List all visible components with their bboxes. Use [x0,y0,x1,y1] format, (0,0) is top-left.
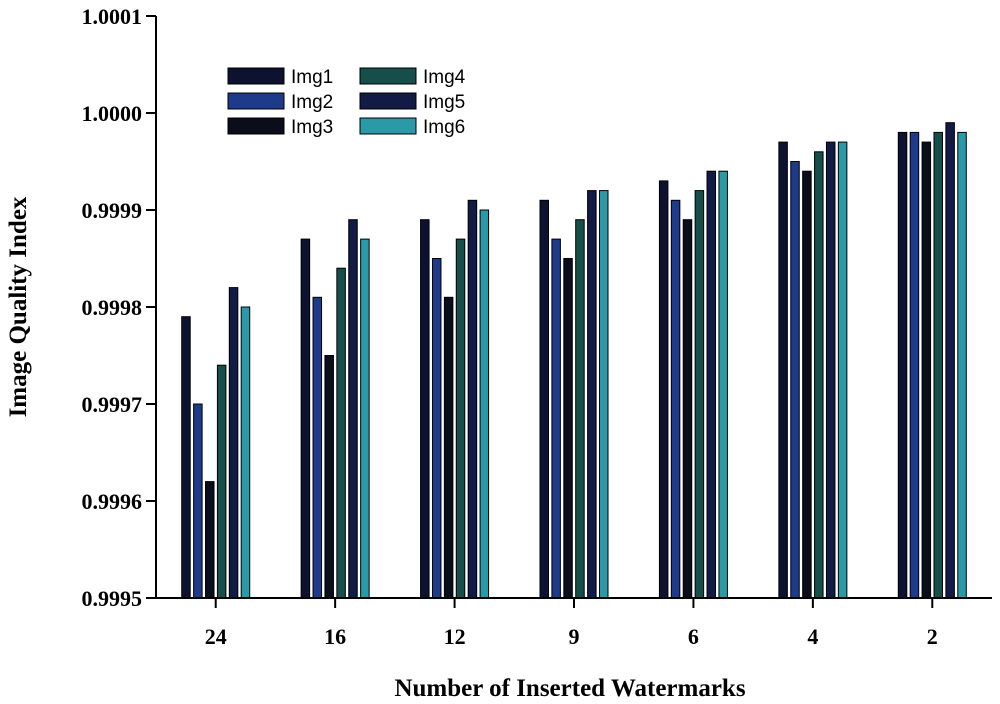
legend-label-img4: Img4 [423,67,466,88]
bar-img3-9 [563,258,573,599]
bar-img3-2 [921,141,932,599]
bar-img2-9 [551,238,561,599]
bar-img4-2 [933,131,943,599]
legend-label-img2: Img2 [291,92,333,113]
bar-img1-4 [778,141,788,599]
legend-swatch-img4 [359,67,417,85]
legend: Img1 Img2 Img3 Img4 Img5 Img6 [227,67,466,138]
bar-img3-4 [802,170,812,599]
legend-swatch-img1 [227,67,285,85]
y-tick-label: 0.9998 [82,295,143,320]
bar-img2-24 [193,403,203,599]
bar-img3-6 [682,219,693,599]
legend-label-img6: Img6 [423,117,465,138]
x-tick-label: 9 [569,624,580,649]
y-tick-label: 0.9997 [82,392,143,417]
bar-img1-24 [181,316,191,599]
y-axis-title: Image Quality Index [5,196,32,417]
legend-swatch-img5 [359,92,417,110]
x-tick-label: 16 [324,624,346,649]
bars-layer [181,122,967,599]
bar-img6-24 [240,306,251,599]
y-tick-label: 0.9995 [82,586,143,611]
legend-label-img1: Img1 [291,67,333,88]
bar-img6-6 [718,170,728,599]
legend-swatch-img6 [359,117,417,135]
y-tick-label: 1.0001 [82,4,143,29]
bar-img5-4 [825,141,836,599]
x-tick-label: 6 [688,624,699,649]
bar-img5-6 [706,170,717,599]
bar-img3-12 [443,296,454,599]
bar-img6-12 [479,209,490,599]
bar-img3-16 [324,355,334,599]
bar-img4-16 [336,267,346,599]
bar-img2-2 [909,131,920,599]
bar-img4-9 [575,219,585,599]
x-axis-title: Number of Inserted Watermarks [394,675,745,702]
y-ticks: 0.9995 0.9996 0.9997 0.9998 0.9999 1.0000 1.00… [82,4,156,611]
bar-img5-24 [228,287,239,599]
bar-img2-16 [312,296,323,599]
bar-img1-2 [897,131,908,599]
x-tick-label: 12 [444,624,466,649]
bar-img5-12 [467,199,478,599]
bar-img1-9 [539,199,549,599]
legend-swatch-img2 [227,92,285,110]
bar-img4-4 [814,151,824,599]
bar-img1-6 [658,180,669,599]
bar-img5-2 [945,122,955,599]
legend-label-img5: Img5 [423,92,465,113]
y-tick-label: 1.0000 [82,101,143,126]
y-tick-label: 0.9999 [82,198,143,223]
bar-img1-12 [420,219,430,599]
legend-swatch-img3 [227,117,285,135]
bar-img5-16 [348,219,358,599]
bar-img6-9 [599,190,609,599]
x-tick-label: 4 [807,624,818,649]
legend-label-img3: Img3 [291,117,333,138]
y-tick-label: 0.9996 [82,489,143,514]
bar-img5-9 [587,190,597,599]
x-tick-label: 2 [927,624,938,649]
bar-img2-4 [790,161,800,599]
bar-img6-16 [360,238,370,599]
bar-img3-24 [205,481,215,599]
bar-img2-6 [670,199,681,599]
bar-img1-16 [300,238,311,599]
bar-img6-4 [837,141,848,599]
x-ticks: 24 16 12 9 6 4 2 [205,598,938,649]
x-tick-label: 24 [205,624,227,649]
bar-img4-6 [694,190,705,599]
bar-img6-2 [957,131,967,599]
bar-img4-24 [216,364,227,599]
bar-img2-12 [431,258,442,599]
bar-img4-12 [455,238,466,599]
